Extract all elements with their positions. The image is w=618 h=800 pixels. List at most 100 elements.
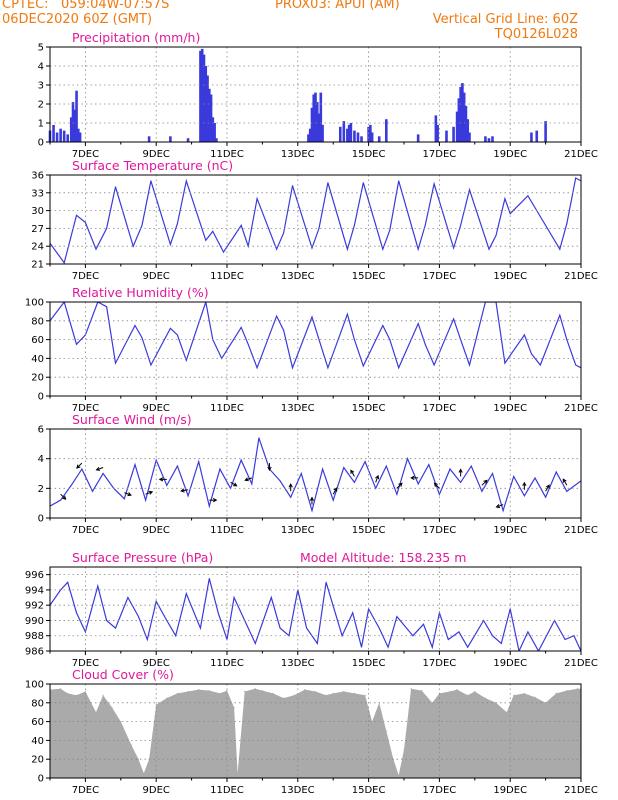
series-point-2 xyxy=(141,337,143,339)
panel-3-frame xyxy=(49,428,582,519)
y-tick-label: 988 xyxy=(25,631,44,642)
series-point-3 xyxy=(438,493,440,495)
series-point-4 xyxy=(114,627,116,629)
series-point-3 xyxy=(311,510,313,512)
wind-arrow-head xyxy=(148,490,154,495)
series-point-1 xyxy=(527,195,529,197)
series-point-3 xyxy=(523,495,525,497)
x-tick-label: 21DEC xyxy=(564,785,598,796)
precip-bar xyxy=(487,138,491,142)
x-tick-label: 15DEC xyxy=(352,785,386,796)
wind-arrow-shaft xyxy=(124,492,132,496)
series-point-3 xyxy=(219,468,221,470)
x-tick-label: 9DEC xyxy=(143,403,170,414)
x-tick-label: 17DEC xyxy=(423,403,457,414)
panel-5-frame xyxy=(49,683,582,779)
x-tick-label: 11DEC xyxy=(210,785,244,796)
series-point-3 xyxy=(251,483,253,485)
series-point-2 xyxy=(453,318,455,320)
series-point-2 xyxy=(169,327,171,329)
precip-bar xyxy=(211,117,215,142)
cloud-cover-point xyxy=(506,711,508,713)
series-point-3 xyxy=(428,464,430,466)
precip-bar xyxy=(416,134,420,142)
series-point-3 xyxy=(123,498,125,500)
precip-bar xyxy=(346,128,349,142)
x-tick-label: 21DEC xyxy=(564,271,598,282)
precip-bar xyxy=(347,124,351,142)
cloud-cover-point xyxy=(111,706,113,709)
wind-arrow-head xyxy=(545,484,550,489)
precip-bar xyxy=(369,124,372,142)
series-point-2 xyxy=(346,313,348,315)
cloud-cover-area xyxy=(50,688,581,778)
precip-bar xyxy=(385,119,388,142)
cloud-cover-point xyxy=(325,694,327,696)
series-point-4 xyxy=(199,627,201,629)
x-tick-label: 19DEC xyxy=(493,525,527,536)
series-point-3 xyxy=(290,496,292,498)
y-tick-label: 0 xyxy=(38,138,44,149)
series-point-1 xyxy=(468,189,470,191)
series-point-3 xyxy=(470,465,472,467)
series-point-3 xyxy=(145,499,147,501)
series-point-1 xyxy=(424,224,426,226)
precip-bar xyxy=(317,113,321,142)
y-tick-label: 40 xyxy=(31,354,44,365)
series-point-2 xyxy=(382,325,384,326)
wind-arrow-head xyxy=(288,483,293,488)
precip-bar xyxy=(468,132,471,142)
cloud-cover-point xyxy=(449,690,451,693)
wind-arrow-shaft xyxy=(396,482,403,489)
series-point-1 xyxy=(398,180,400,182)
x-tick-label: 11DEC xyxy=(210,271,244,282)
series-point-2 xyxy=(291,367,293,369)
series-point-3 xyxy=(81,468,83,470)
series-point-3 xyxy=(240,459,242,461)
series-point-1 xyxy=(283,232,285,234)
series-point-1 xyxy=(559,248,561,250)
series-point-1 xyxy=(240,224,242,226)
wind-arrow-shaft xyxy=(230,481,237,487)
cloud-cover-point xyxy=(343,690,345,693)
series-point-2 xyxy=(389,339,391,341)
y-tick-label: 27 xyxy=(31,224,44,235)
series-point-2 xyxy=(539,364,541,366)
y-tick-label: 2 xyxy=(38,484,44,495)
series-point-1 xyxy=(276,248,278,250)
series-point-2 xyxy=(468,364,470,366)
wind-arrow-shaft xyxy=(181,489,189,492)
panel-4-annotation: Model Altitude: 158.235 m xyxy=(300,550,466,565)
series-point-3 xyxy=(70,484,72,486)
series-point-4 xyxy=(146,639,148,641)
x-tick-label: 15DEC xyxy=(352,658,386,669)
series-point-3 xyxy=(417,483,419,485)
wind-arrow-head xyxy=(233,482,238,487)
x-tick-label: 21DEC xyxy=(564,525,598,536)
precip-bar xyxy=(436,124,439,142)
series-point-3 xyxy=(502,510,504,512)
cloud-cover-point xyxy=(67,692,69,695)
series-point-4 xyxy=(76,612,78,614)
precip-bar xyxy=(202,54,206,142)
x-tick-label: 17DEC xyxy=(423,149,457,160)
precip-bar xyxy=(307,134,310,142)
cloud-cover-point xyxy=(198,689,200,691)
series-point-2 xyxy=(150,364,152,366)
series-point-2 xyxy=(76,343,78,345)
precip-bar xyxy=(186,138,190,142)
series-point-3 xyxy=(407,458,409,460)
series-point-4 xyxy=(106,619,108,621)
wind-arrow-head xyxy=(458,468,463,473)
precip-bar xyxy=(461,83,464,142)
y-tick-label: 36 xyxy=(31,171,44,182)
x-tick-label: 19DEC xyxy=(493,149,527,160)
series-point-4 xyxy=(352,612,354,614)
series-point-2 xyxy=(424,343,426,345)
cloud-cover-point xyxy=(155,704,157,706)
series-point-2 xyxy=(185,359,187,361)
y-tick-label: 4 xyxy=(38,62,44,73)
x-tick-label: 15DEC xyxy=(352,525,386,536)
y-tick-label: 100 xyxy=(25,298,44,309)
cloud-cover-point xyxy=(187,690,189,693)
